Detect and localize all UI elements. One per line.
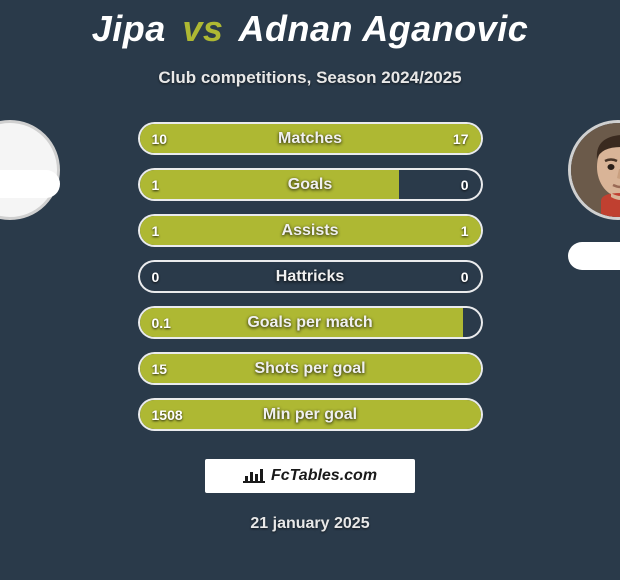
bar-value-left: 0.1 [152, 315, 171, 331]
player2-name: Adnan Aganovic [239, 8, 529, 49]
bar-value-left: 1 [152, 223, 160, 239]
brand-badge: FcTables.com [205, 459, 415, 493]
stat-bar: 0.1 Goals per match [138, 306, 483, 339]
bar-label: Hattricks [276, 268, 344, 286]
bar-value-left: 1 [152, 177, 160, 193]
subtitle: Club competitions, Season 2024/2025 [0, 68, 620, 88]
player2-flag [568, 242, 620, 270]
player1-name: Jipa [92, 8, 166, 49]
bar-label: Assists [282, 222, 339, 240]
stat-bar: 0 0 Hattricks [138, 260, 483, 293]
bar-value-left: 0 [152, 269, 160, 285]
bar-label: Matches [278, 130, 342, 148]
brand-text: FcTables.com [271, 467, 377, 485]
bar-value-left: 1508 [152, 407, 183, 423]
bar-label: Goals per match [247, 314, 372, 332]
vs-word: vs [182, 8, 223, 49]
date-text: 21 january 2025 [0, 515, 620, 533]
bar-fill-left [140, 170, 399, 199]
stat-bars: 1017Matches10Goals11Assists00Hattricks0.… [138, 122, 483, 431]
bar-label: Shots per goal [254, 360, 365, 378]
comparison-title: Jipa vs Adnan Aganovic [0, 0, 620, 50]
bar-value-right: 0 [461, 269, 469, 285]
stat-bar: 15 Shots per goal [138, 352, 483, 385]
player1-flag [0, 170, 60, 198]
stat-bar: 10 17 Matches [138, 122, 483, 155]
bar-value-left: 15 [152, 361, 168, 377]
bar-value-right: 1 [461, 223, 469, 239]
brand-chart-icon [243, 467, 265, 485]
stat-bar: 1 0 Goals [138, 168, 483, 201]
stat-bar: 1 1 Assists [138, 214, 483, 247]
bar-label: Min per goal [263, 406, 357, 424]
bar-value-right: 17 [453, 131, 469, 147]
bar-value-left: 10 [152, 131, 168, 147]
bar-label: Goals [288, 176, 332, 194]
content-area: 1017Matches10Goals11Assists00Hattricks0.… [0, 122, 620, 431]
player2-avatar [568, 120, 620, 220]
bar-value-right: 0 [461, 177, 469, 193]
stat-bar: 1508 Min per goal [138, 398, 483, 431]
